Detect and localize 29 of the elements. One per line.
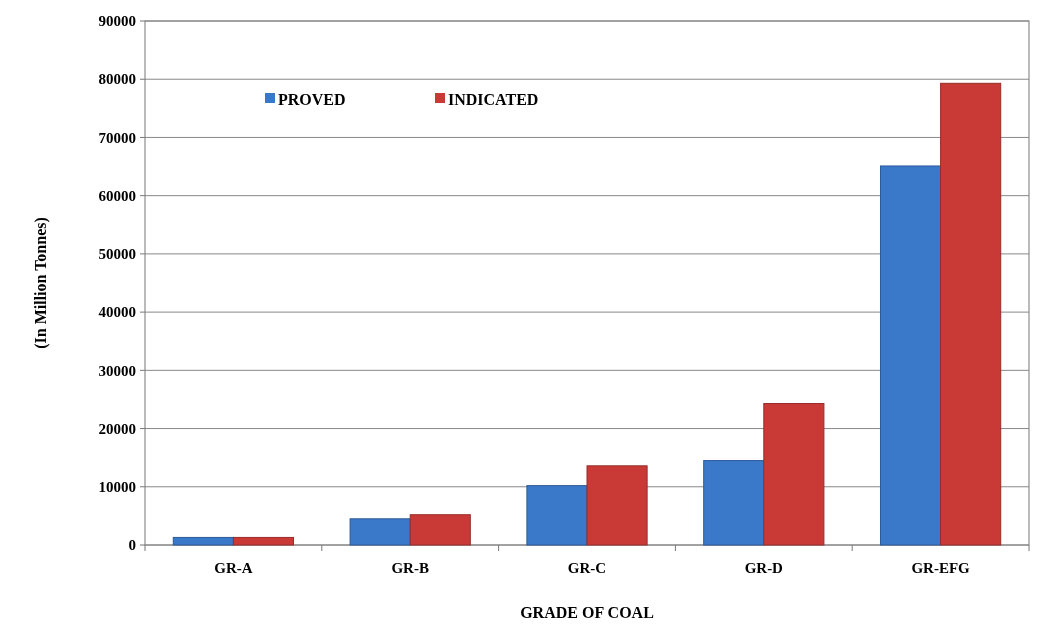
- bar: [879, 165, 942, 546]
- x-axis-title: GRADE OF COAL: [520, 604, 654, 621]
- x-tick-label: GR-C: [567, 560, 607, 576]
- legend-label: INDICATED: [448, 90, 539, 108]
- bar: [763, 403, 825, 546]
- x-tick-label: GR-EFG: [911, 560, 971, 576]
- y-tick-label: 30000: [98, 362, 136, 379]
- y-tick-label: 20000: [98, 420, 136, 437]
- x-tick-label: GR-D: [744, 560, 784, 576]
- bar: [172, 536, 234, 546]
- y-tick-label: 0: [128, 537, 136, 554]
- y-tick-label: 10000: [98, 479, 136, 496]
- bar: [703, 460, 765, 546]
- y-tick-label: 60000: [98, 187, 136, 204]
- bar: [409, 514, 471, 546]
- x-tick-label: GR-A: [214, 560, 253, 576]
- y-tick-label: 40000: [98, 304, 136, 321]
- bar: [349, 518, 411, 546]
- y-tick-label: 90000: [98, 13, 136, 30]
- y-tick-label: 80000: [98, 71, 136, 88]
- bar: [526, 485, 588, 546]
- y-tick-label: 50000: [98, 246, 136, 263]
- legend-label: PROVED: [278, 90, 346, 108]
- x-tick-label: GR-B: [391, 560, 429, 576]
- bar: [586, 465, 648, 546]
- y-axis-title: (In Million Tonnes): [32, 217, 50, 349]
- bar: [940, 82, 1002, 546]
- bar: [232, 536, 295, 546]
- y-tick-label: 70000: [98, 129, 136, 146]
